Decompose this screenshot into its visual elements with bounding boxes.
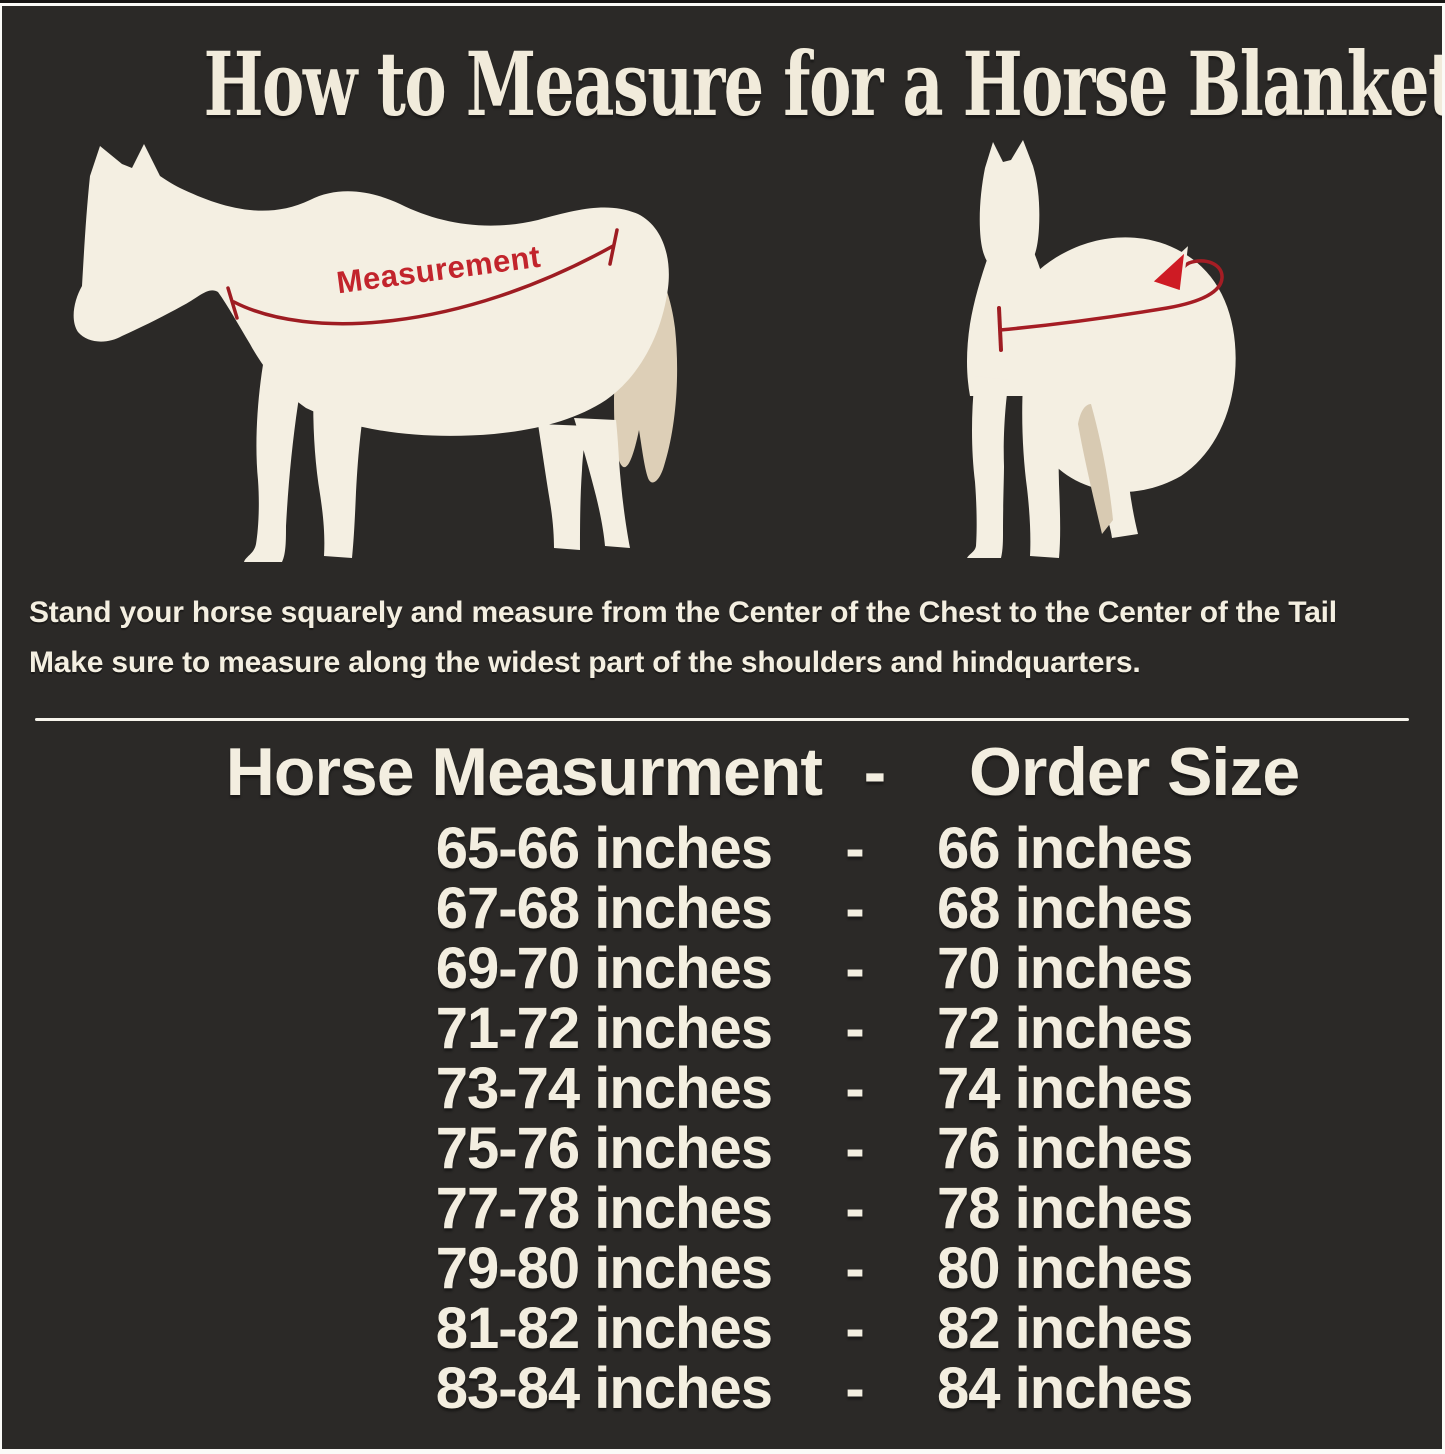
size-table-row: 83-84 inches - 84 inches: [2, 1359, 1442, 1419]
horse-measurement-value: 83-84 inches: [435, 1356, 773, 1421]
measurement-arrow-icon: [997, 246, 1224, 352]
front-view-horse-illustration: [943, 136, 1283, 566]
order-size-value: 82 inches: [937, 1296, 1193, 1361]
order-size-value: 76 inches: [937, 1116, 1193, 1181]
row-separator: -: [845, 996, 864, 1061]
order-size-value: 66 inches: [937, 816, 1193, 881]
size-table-header: Horse Measurment - Order Size: [2, 732, 1442, 812]
horse-measurement-value: 71-72 inches: [435, 996, 773, 1061]
measurement-line: [226, 228, 619, 326]
column-header-separator: -: [863, 734, 887, 810]
divider-line: [35, 718, 1409, 721]
order-size-value: 78 inches: [937, 1176, 1193, 1241]
size-table-row: 73-74 inches - 74 inches: [2, 1059, 1442, 1119]
size-table-row: 75-76 inches - 76 inches: [2, 1119, 1442, 1179]
instructions-line-2: Make sure to measure along the widest pa…: [29, 646, 1141, 679]
horse-measurement-value: 81-82 inches: [435, 1296, 773, 1361]
row-separator: -: [845, 1236, 864, 1301]
order-size-value: 74 inches: [937, 1056, 1193, 1121]
infographic-canvas: How to Measure for a Horse Blanket: [2, 6, 1442, 1449]
size-table-row: 77-78 inches - 78 inches: [2, 1179, 1442, 1239]
order-size-value: 80 inches: [937, 1236, 1193, 1301]
horse-measurement-value: 65-66 inches: [435, 816, 773, 881]
size-table-row: 65-66 inches - 66 inches: [2, 819, 1442, 879]
side-view-horse-illustration: Measurement: [68, 136, 728, 566]
size-table-rows: 65-66 inches - 66 inches 67-68 inches - …: [2, 819, 1442, 1419]
size-table-row: 71-72 inches - 72 inches: [2, 999, 1442, 1059]
horse-measurement-value: 79-80 inches: [435, 1236, 773, 1301]
size-table-row: 81-82 inches - 82 inches: [2, 1299, 1442, 1359]
row-separator: -: [845, 1296, 864, 1361]
page-title: How to Measure for a Horse Blanket: [203, 32, 1442, 136]
horse-body: [73, 144, 669, 436]
row-separator: -: [845, 1356, 864, 1421]
horse-leg-shading: [1078, 404, 1113, 534]
horse-measurement-value: 69-70 inches: [435, 936, 773, 1001]
order-size-value: 68 inches: [937, 876, 1193, 941]
size-table-row: 79-80 inches - 80 inches: [2, 1239, 1442, 1299]
instructions-line-1: Stand your horse squarely and measure fr…: [29, 596, 1337, 629]
order-size-value: 72 inches: [937, 996, 1193, 1061]
horse-chest: [967, 232, 1060, 396]
size-table-row: 69-70 inches - 70 inches: [2, 939, 1442, 999]
row-separator: -: [845, 816, 864, 881]
horse-legs: [967, 376, 1138, 558]
horse-hindquarters: [1026, 237, 1236, 492]
side-horse-graphic: [73, 144, 678, 562]
row-separator: -: [845, 876, 864, 941]
horse-measurement-value: 75-76 inches: [435, 1116, 773, 1181]
column-header-horse-measurement: Horse Measurment: [225, 734, 823, 810]
size-table: Horse Measurment - Order Size 65-66 inch…: [2, 732, 1442, 1419]
row-separator: -: [845, 936, 864, 1001]
horse-face: [979, 140, 1040, 273]
column-header-order-size: Order Size: [969, 734, 1300, 810]
row-separator: -: [845, 1176, 864, 1241]
horse-measurement-value: 77-78 inches: [435, 1176, 773, 1241]
row-separator: -: [845, 1056, 864, 1121]
order-size-value: 84 inches: [937, 1356, 1193, 1421]
horse-measurement-value: 73-74 inches: [435, 1056, 773, 1121]
front-horse-graphic: [967, 140, 1236, 558]
row-separator: -: [845, 1116, 864, 1181]
horse-measurement-value: 67-68 inches: [435, 876, 773, 941]
top-border: [0, 0, 1445, 3]
horse-legs: [244, 348, 630, 562]
size-table-row: 67-68 inches - 68 inches: [2, 879, 1442, 939]
instructions-text: Stand your horse squarely and measure fr…: [29, 588, 1432, 688]
order-size-value: 70 inches: [937, 936, 1193, 1001]
